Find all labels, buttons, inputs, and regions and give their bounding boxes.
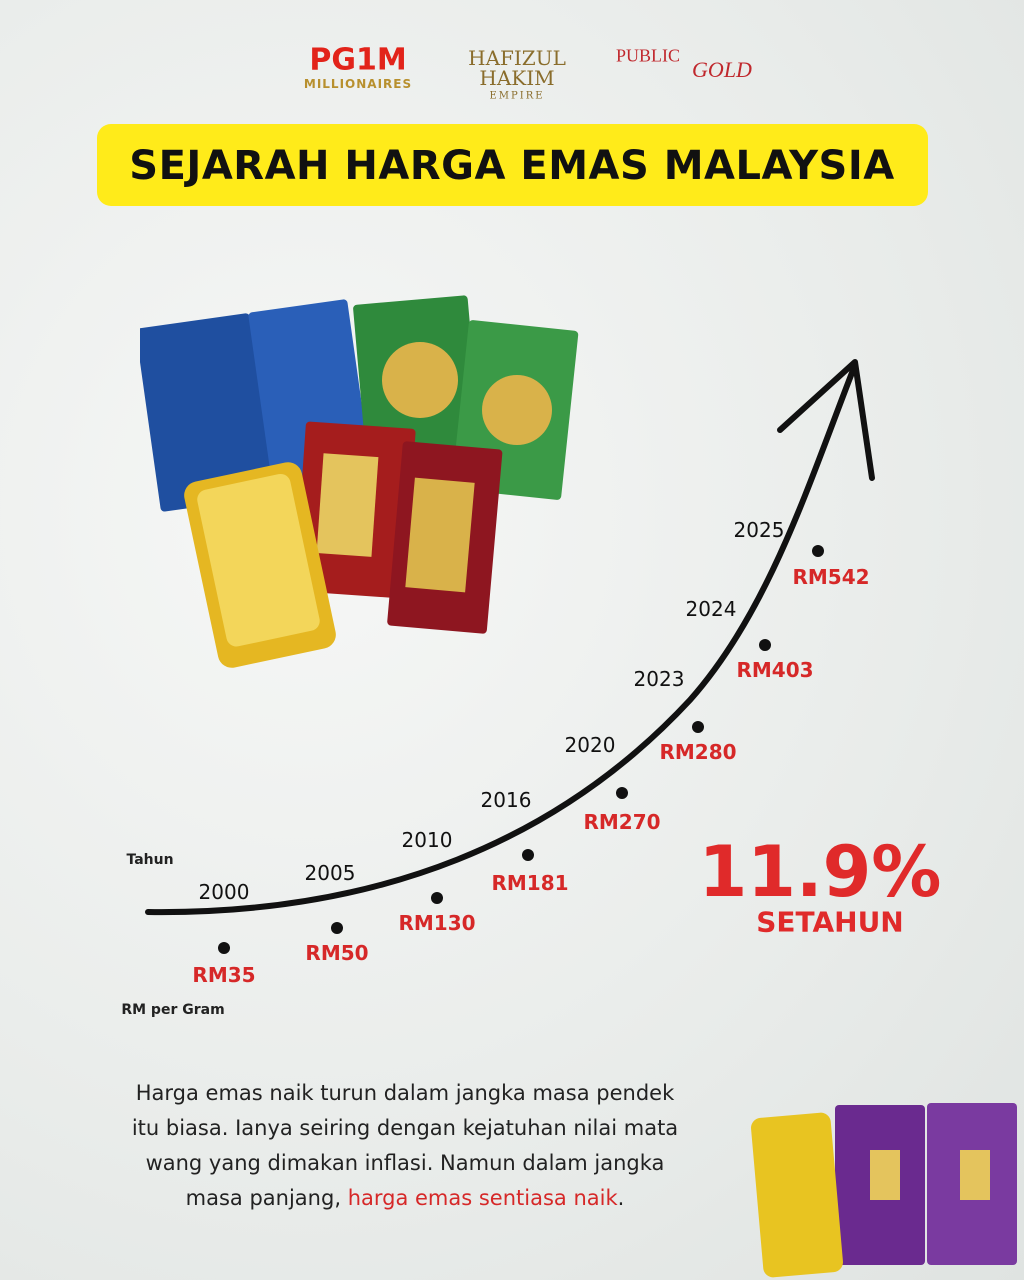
point-dot (759, 639, 771, 651)
paragraph-line: itu biasa. Ianya seiring dengan kejatuha… (131, 1116, 679, 1140)
price-label: RM35 (192, 963, 256, 987)
x-label: Tahun (126, 852, 174, 868)
price-label: RM50 (305, 941, 369, 965)
price-label: RM130 (398, 911, 476, 935)
year-label: 2016 (480, 788, 532, 812)
year-label: 2025 (733, 518, 785, 542)
price-label: RM542 (792, 565, 870, 589)
year-label: 2023 (633, 667, 685, 691)
year-label: 2020 (564, 733, 616, 757)
rate: 11.9% (698, 831, 942, 913)
point-dot (218, 942, 230, 954)
product-image (140, 295, 579, 668)
logo-pg1m: PG1M (309, 42, 407, 78)
price-label: RM270 (583, 810, 661, 834)
logo-empire: EMPIRE (489, 90, 545, 102)
point-dot (522, 849, 534, 861)
rate-period: SETAHUN (756, 905, 904, 939)
logo-hakim: HAKIM (479, 66, 555, 90)
paragraph-line: masa panjang, harga emas sentiasa naik. (0, 1181, 810, 1216)
paragraph-end: . (617, 1186, 625, 1210)
year-label: 2010 (401, 828, 453, 852)
product-image-bottom (751, 1103, 1017, 1278)
point-dot (616, 787, 628, 799)
paragraph-text: masa panjang, (185, 1186, 341, 1210)
point-dot (331, 922, 343, 934)
logo-hafizul: HAFIZUL (468, 46, 566, 70)
price-label: RM280 (659, 740, 737, 764)
point-dot (812, 545, 824, 557)
title-box (97, 124, 928, 206)
paragraph: Harga emas naik turun dalam jangka masa … (0, 1076, 810, 1216)
year-label: 2000 (198, 880, 250, 904)
logo-pg1m-sub: MILLIONAIRES (303, 77, 413, 91)
price-label: RM181 (491, 871, 569, 895)
logo-gold: GOLD (692, 57, 752, 82)
point-dot (431, 892, 443, 904)
paragraph-emphasis: harga emas sentiasa naik (347, 1186, 618, 1210)
year-label: 2024 (685, 597, 737, 621)
y-label: RM per Gram (121, 1002, 225, 1018)
title: SEJARAH HARGA EMAS MALAYSIA (129, 143, 895, 189)
paragraph-line: wang yang dimakan inflasi. Namun dalam j… (145, 1151, 665, 1175)
price-label: RM403 (736, 658, 814, 682)
logo-public: PUBLIC (615, 45, 681, 66)
paragraph-line: Harga emas naik turun dalam jangka masa … (135, 1081, 675, 1105)
point-dot (692, 721, 704, 733)
year-label: 2005 (304, 861, 356, 885)
